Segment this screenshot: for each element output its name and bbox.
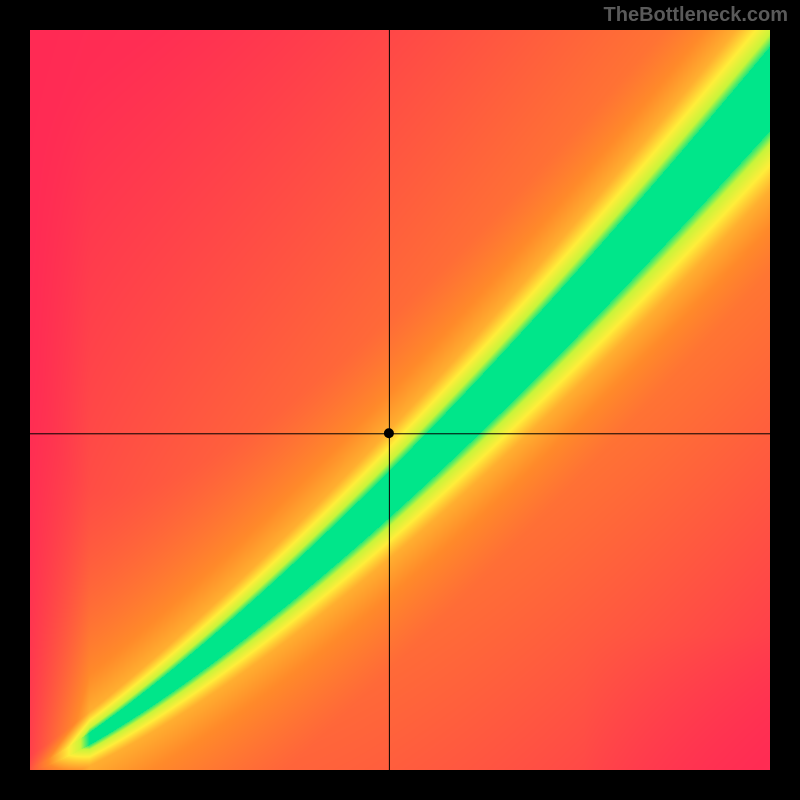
plot-area [30, 30, 770, 770]
heatmap-canvas [30, 30, 770, 770]
watermark-text: TheBottleneck.com [604, 4, 788, 27]
chart-container: TheBottleneck.com [0, 0, 800, 800]
